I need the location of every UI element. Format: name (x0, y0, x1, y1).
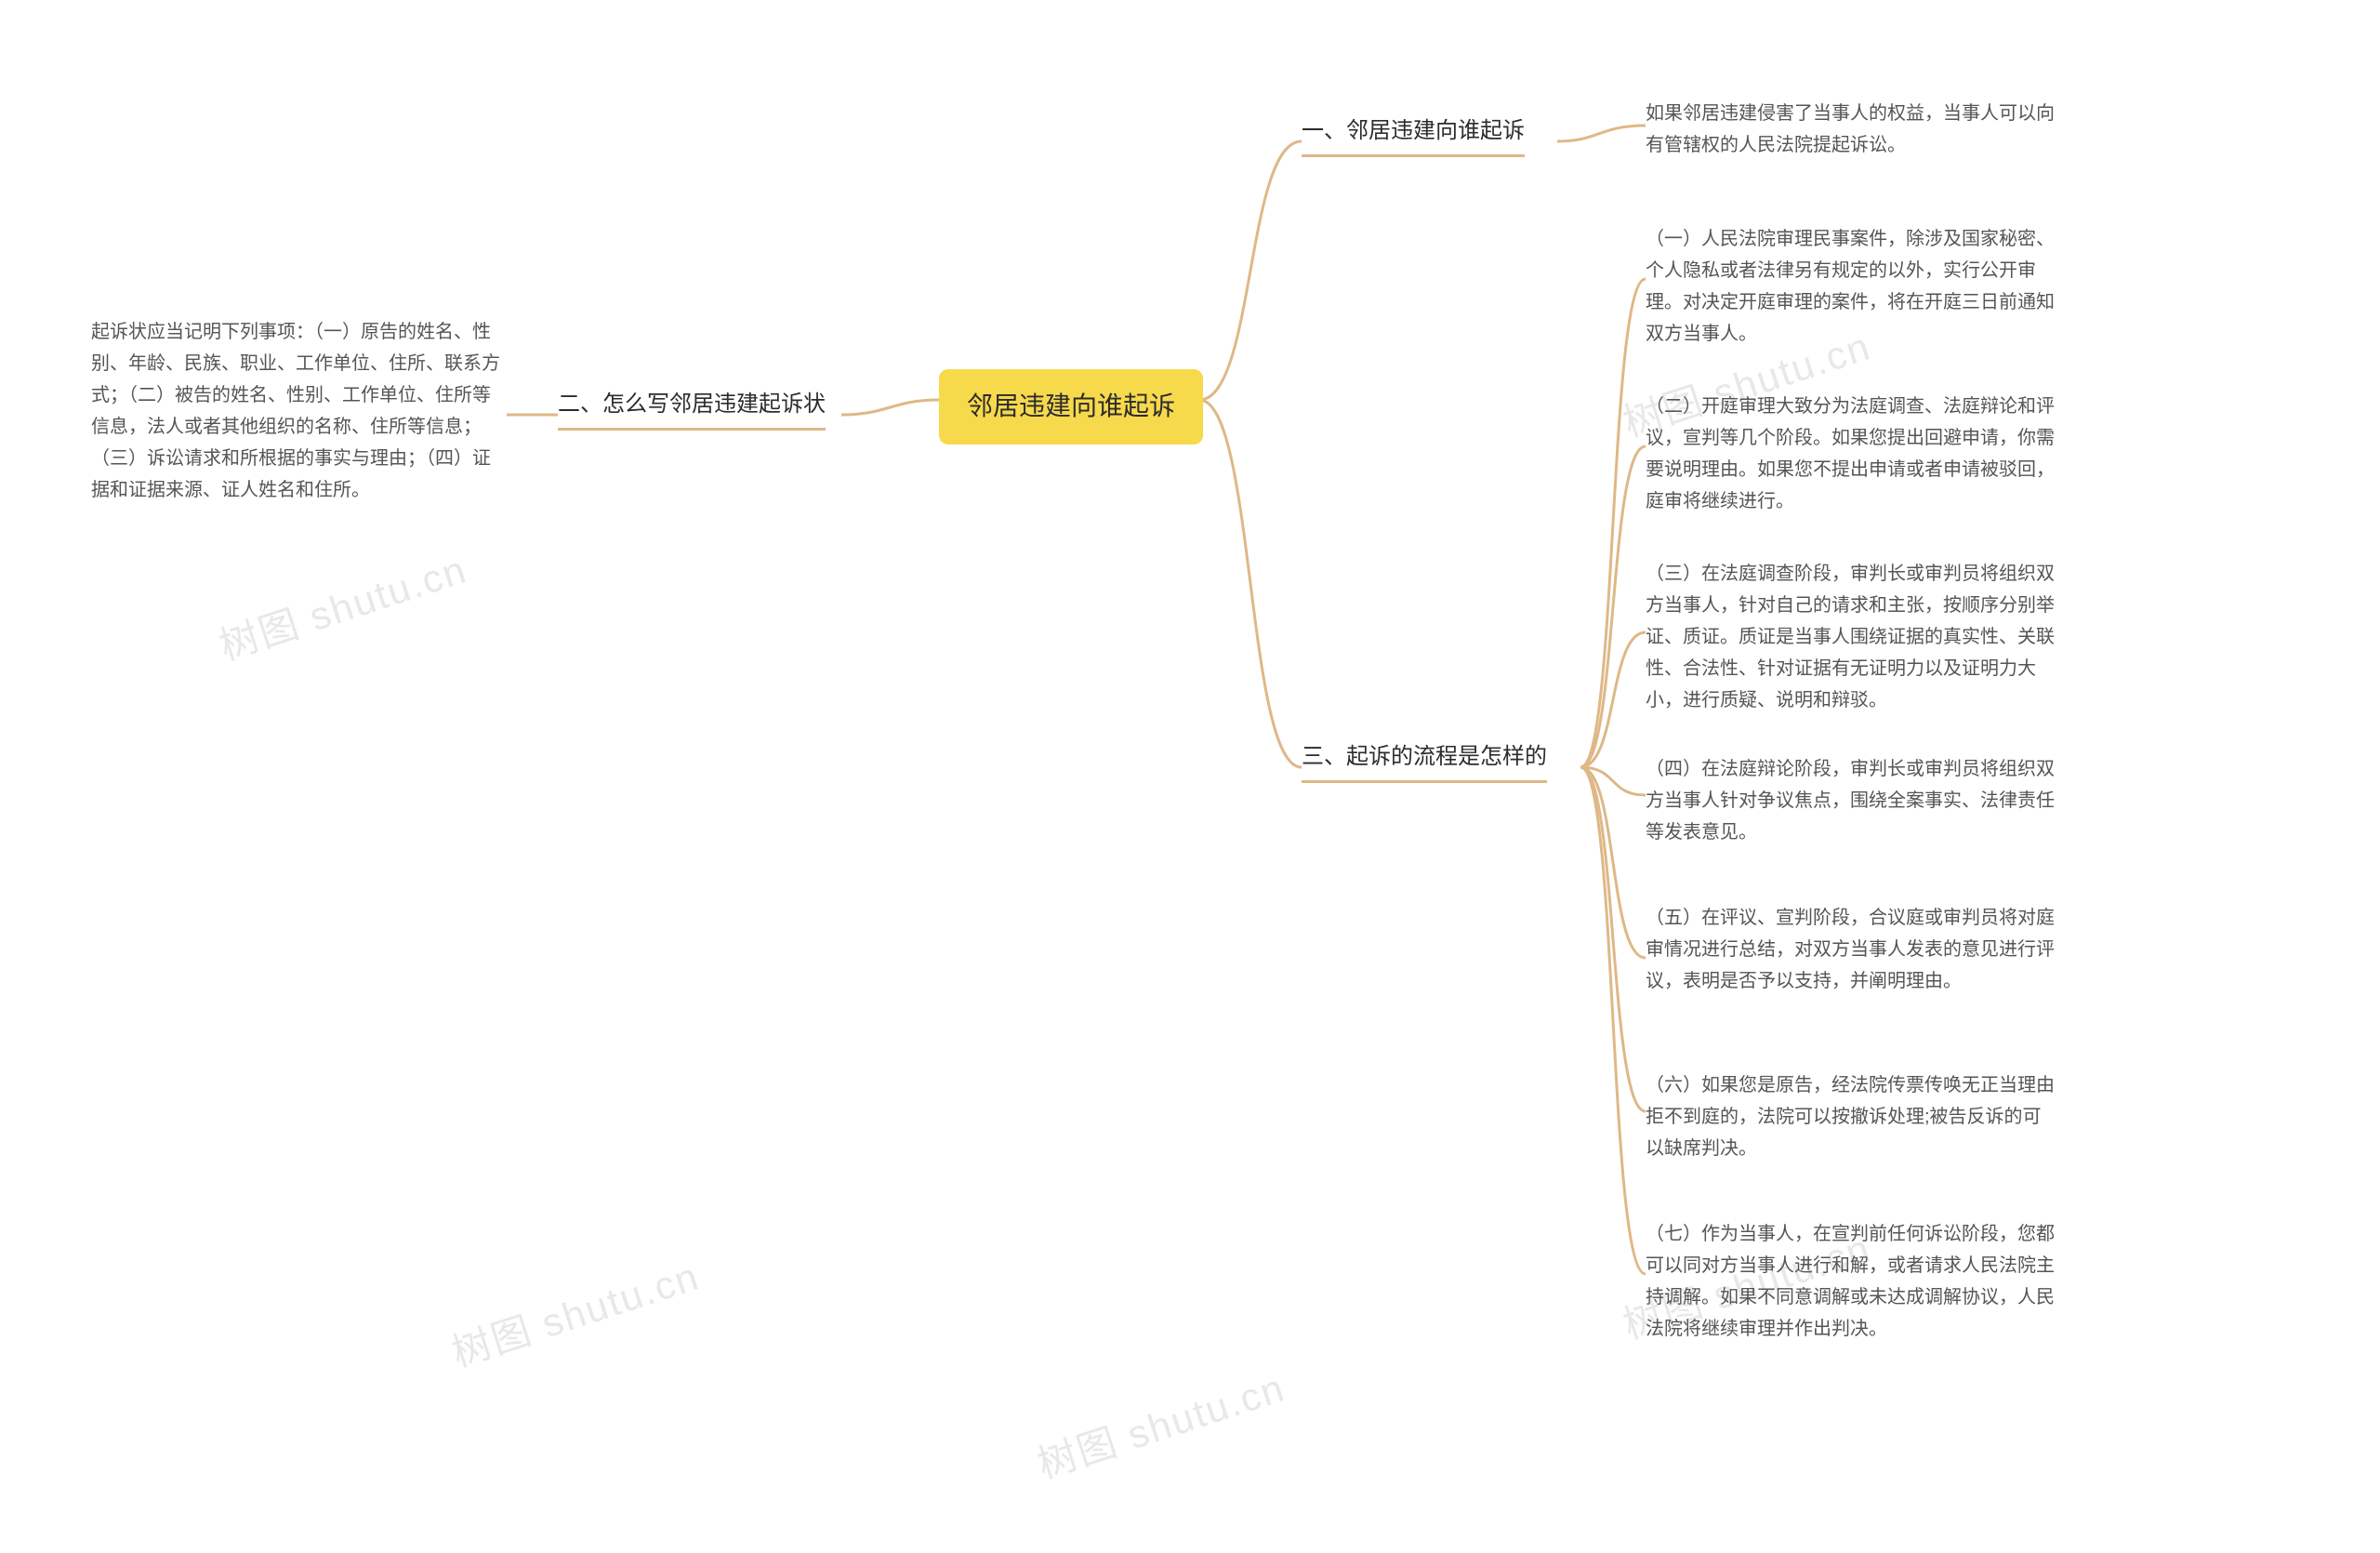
leaf-process-6: （六）如果您是原告，经法院传票传唤无正当理由拒不到庭的，法院可以按撤诉处理;被告… (1646, 1069, 2055, 1164)
leaf-complaint-requirements: 起诉状应当记明下列事项：（一）原告的姓名、性别、年龄、民族、职业、工作单位、住所… (91, 316, 500, 506)
leaf-jurisdiction: 如果邻居违建侵害了当事人的权益，当事人可以向有管辖权的人民法院提起诉讼。 (1646, 98, 2055, 161)
branch-how-to-write[interactable]: 二、怎么写邻居违建起诉状 (558, 387, 826, 431)
branch-litigation-process[interactable]: 三、起诉的流程是怎样的 (1302, 739, 1547, 783)
watermark: 树图 shutu.cn (443, 1245, 706, 1378)
leaf-process-5: （五）在评议、宣判阶段，合议庭或审判员将对庭审情况进行总结，对双方当事人发表的意… (1646, 902, 2055, 997)
mindmap-root[interactable]: 邻居违建向谁起诉 (939, 369, 1203, 445)
branch-who-to-sue[interactable]: 一、邻居违建向谁起诉 (1302, 113, 1525, 157)
leaf-process-4: （四）在法庭辩论阶段，审判长或审判员将组织双方当事人针对争议焦点，围绕全案事实、… (1646, 753, 2055, 848)
watermark: 树图 shutu.cn (1029, 1357, 1291, 1490)
leaf-process-2: （二）开庭审理大致分为法庭调查、法庭辩论和评议，宣判等几个阶段。如果您提出回避申… (1646, 391, 2055, 517)
leaf-process-7: （七）作为当事人，在宣判前任何诉讼阶段，您都可以同对方当事人进行和解，或者请求人… (1646, 1218, 2055, 1345)
leaf-process-3: （三）在法庭调查阶段，审判长或审判员将组织双方当事人，针对自己的请求和主张，按顺… (1646, 558, 2055, 716)
leaf-process-1: （一）人民法院审理民事案件，除涉及国家秘密、个人隐私或者法律另有规定的以外，实行… (1646, 223, 2055, 350)
watermark: 树图 shutu.cn (211, 538, 473, 671)
